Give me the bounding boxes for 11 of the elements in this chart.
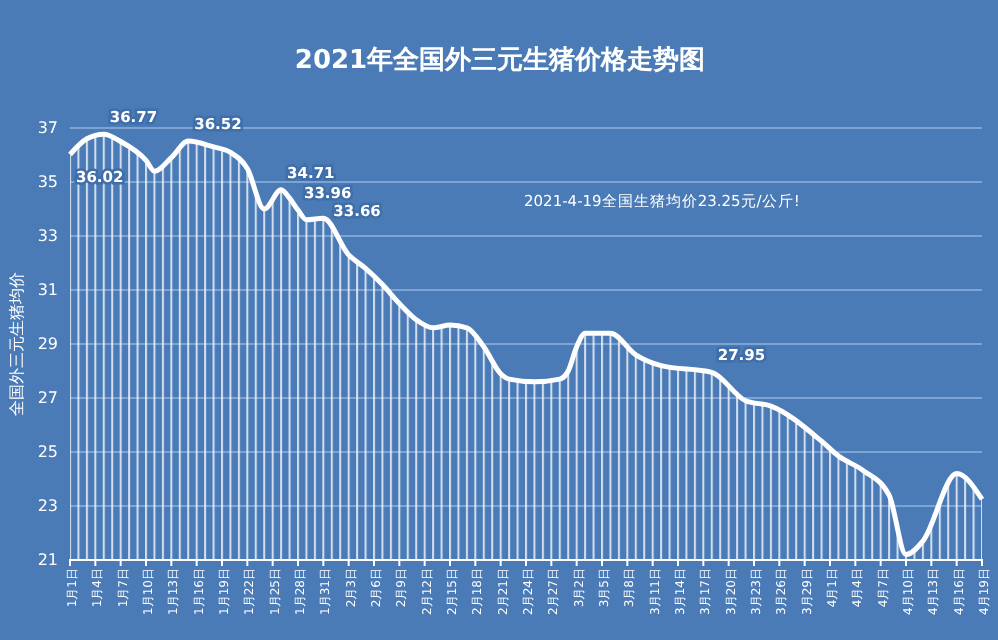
y-axis-title: 全国外三元生猪均价 — [8, 272, 26, 416]
y-tick-label: 37 — [37, 119, 58, 138]
y-tick-label: 27 — [37, 389, 58, 408]
y-tick-label: 31 — [37, 281, 58, 300]
y-tick-label: 25 — [37, 443, 58, 462]
y-tick-label: 33 — [37, 227, 58, 246]
y-tick-label: 23 — [37, 497, 58, 516]
chart-title: 2021年全国外三元生猪价格走势图 — [294, 44, 706, 76]
y-tick-label: 29 — [37, 335, 58, 354]
y-tick-label: 35 — [37, 173, 58, 192]
y-tick-label: 21 — [37, 551, 58, 570]
